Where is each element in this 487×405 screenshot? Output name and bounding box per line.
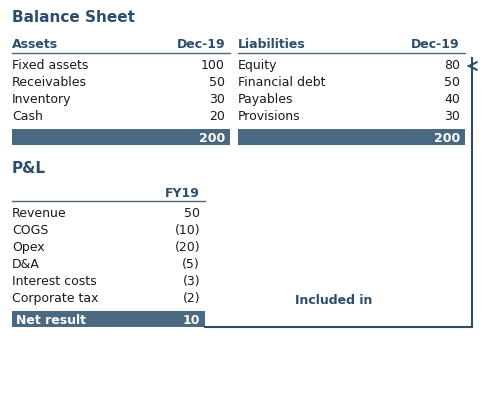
- Text: (20): (20): [174, 241, 200, 254]
- Text: Payables: Payables: [238, 93, 294, 106]
- Text: Financial debt: Financial debt: [238, 76, 325, 89]
- Text: 30: 30: [444, 110, 460, 123]
- Text: P&L: P&L: [12, 161, 46, 175]
- Text: Equity: Equity: [238, 59, 278, 72]
- Bar: [12, 130, 230, 146]
- Text: (2): (2): [182, 291, 200, 304]
- Text: Cash: Cash: [12, 110, 43, 123]
- Text: 50: 50: [209, 76, 225, 89]
- Text: (5): (5): [182, 257, 200, 270]
- Text: Included in: Included in: [295, 293, 373, 306]
- Text: 40: 40: [444, 93, 460, 106]
- Text: Balance Sheet: Balance Sheet: [12, 10, 135, 25]
- Text: COGS: COGS: [12, 224, 48, 237]
- Text: Assets: Assets: [12, 38, 58, 51]
- Text: 80: 80: [444, 59, 460, 72]
- Text: 50: 50: [184, 207, 200, 220]
- Text: 30: 30: [209, 93, 225, 106]
- Text: Net result: Net result: [16, 313, 86, 326]
- Text: Inventory: Inventory: [12, 93, 72, 106]
- Text: 20: 20: [209, 110, 225, 123]
- Text: (10): (10): [174, 224, 200, 237]
- Text: Opex: Opex: [12, 241, 45, 254]
- Text: Receivables: Receivables: [12, 76, 87, 89]
- Text: Interest costs: Interest costs: [12, 274, 96, 287]
- Text: D&A: D&A: [12, 257, 40, 270]
- Text: (3): (3): [182, 274, 200, 287]
- Text: Revenue: Revenue: [12, 207, 67, 220]
- Text: Corporate tax: Corporate tax: [12, 291, 98, 304]
- Text: FY19: FY19: [165, 187, 200, 200]
- Text: Fixed assets: Fixed assets: [12, 59, 88, 72]
- Text: Provisions: Provisions: [238, 110, 300, 123]
- Bar: [12, 311, 205, 327]
- Text: 100: 100: [201, 59, 225, 72]
- Text: 10: 10: [183, 313, 200, 326]
- Text: Dec-19: Dec-19: [412, 38, 460, 51]
- Text: 200: 200: [199, 132, 225, 145]
- Text: Liabilities: Liabilities: [238, 38, 306, 51]
- Text: 200: 200: [434, 132, 460, 145]
- Text: Dec-19: Dec-19: [176, 38, 225, 51]
- Bar: [238, 130, 465, 146]
- Text: 50: 50: [444, 76, 460, 89]
